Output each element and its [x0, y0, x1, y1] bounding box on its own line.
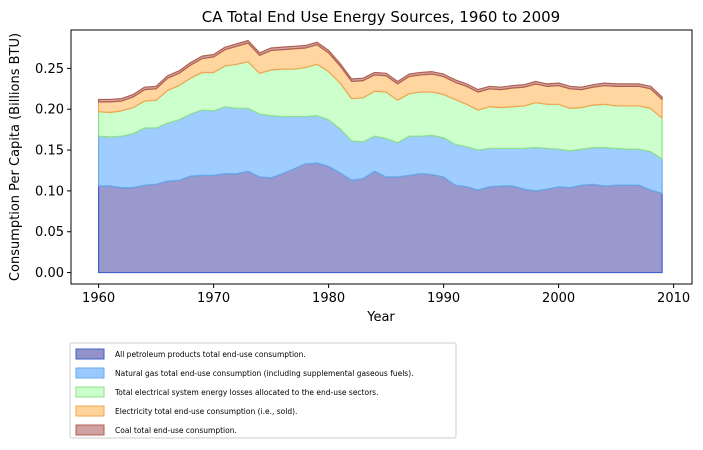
legend-items: All petroleum products total end-use con… [75, 348, 414, 436]
legend-swatch-0 [75, 348, 105, 360]
y-tick-label: 0.00 [35, 266, 64, 281]
x-tick-label: 1980 [312, 291, 345, 306]
legend-label-0: All petroleum products total end-use con… [115, 350, 306, 359]
x-axis-label: Year [366, 310, 395, 325]
y-axis: 0.00 0.05 0.10 0.15 0.20 0.25 [35, 62, 71, 281]
legend-swatch-3 [75, 405, 105, 417]
area-series-4 [98, 40, 663, 103]
legend-label-4: Coal total end-use consumption. [115, 426, 237, 435]
x-tick-label: 1990 [427, 291, 460, 306]
y-tick-label: 0.05 [35, 225, 64, 240]
plot-frame [70, 29, 693, 285]
legend-swatch-4 [75, 424, 105, 436]
x-tick-label: 1960 [82, 291, 115, 306]
y-axis-label: Consumption Per Capita (Billions BTU) [8, 33, 23, 281]
y-tick-label: 0.15 [35, 144, 64, 159]
y-tick-label: 0.10 [35, 184, 64, 199]
legend: All petroleum products total end-use con… [69, 342, 457, 439]
chart-title: CA Total End Use Energy Sources, 1960 to… [202, 8, 560, 26]
y-tick-label: 0.20 [35, 103, 64, 118]
legend-label-1: Natural gas total end-use consumption (i… [115, 369, 414, 378]
x-tick-label: 2000 [542, 291, 575, 306]
areas-layer [98, 40, 663, 274]
legend-frame [69, 342, 457, 439]
y-tick-label: 0.25 [35, 62, 64, 77]
legend-swatch-1 [75, 367, 105, 379]
x-tick-label: 1970 [197, 291, 230, 306]
legend-label-3: Electricity total end-use consumption (i… [115, 407, 297, 416]
legend-label-2: Total electrical system energy losses al… [114, 388, 378, 397]
x-tick-label: 2010 [657, 291, 690, 306]
legend-swatch-2 [75, 386, 105, 398]
x-axis: 1960 1970 1980 1990 2000 2010 [82, 284, 690, 306]
